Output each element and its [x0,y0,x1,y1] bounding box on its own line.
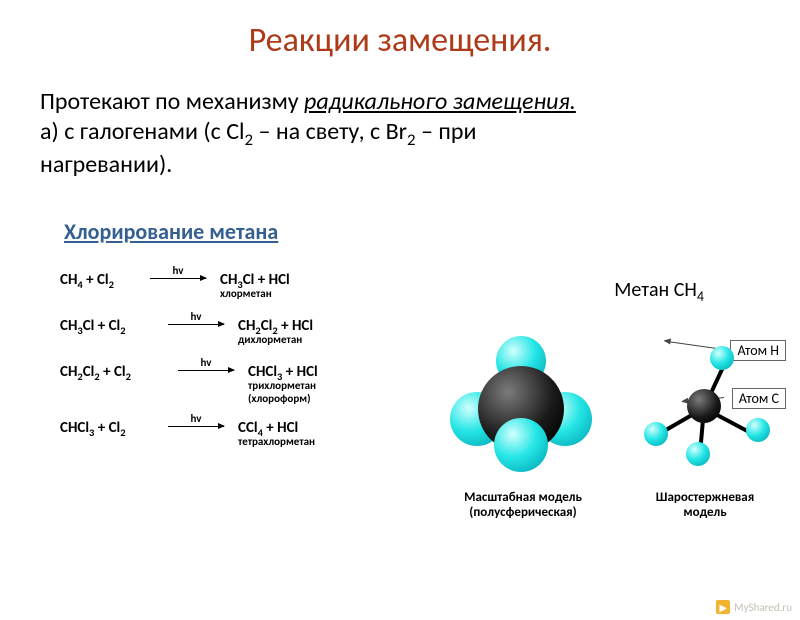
reaction-lhs: CH2Cl2 + Cl2 [60,363,131,383]
intro-paragraph: Протекают по механизму радикального заме… [0,87,800,180]
intro-text-2c: – при [416,117,477,146]
methane-text: Метан CH [614,278,697,302]
reaction-lhs: CHCl3 + Cl2 [60,419,126,439]
methane-sub: 4 [697,288,704,305]
h-atom-sphere [494,418,548,472]
reaction-lhs: CH4 + Cl2 [60,271,114,291]
product-label: трихлорметан (хлороформ) [248,379,316,405]
reaction-arrow: hv [168,311,224,325]
caption-line: Масштабная модель [448,490,598,505]
arrow-line [178,370,234,371]
scale-model [454,344,604,484]
h-atom-ball [644,422,668,446]
intro-text-3: нагревании). [40,150,172,179]
ball-stick-model [634,336,784,484]
caption-line: (полусферическая) [448,505,598,520]
caption-line: модель [630,505,780,520]
watermark: ▶ MyShared.ru [716,600,792,614]
hv-label: hv [168,413,224,424]
arrow-line [168,426,224,427]
intro-text-1: Протекают по механизму [40,87,304,116]
hv-label: hv [178,357,234,368]
reaction-arrow: hv [150,265,206,279]
caption-line: Шаростержневая [630,490,780,505]
ballstick-caption: Шаростержневая модель [630,490,780,520]
intro-text-2b: – на свету, с Br [253,117,407,146]
sub-2: 2 [245,129,254,150]
reaction-arrow: hv [168,413,224,427]
scale-model-caption: Масштабная модель (полусферическая) [448,490,598,520]
c-atom-ball [687,389,721,423]
watermark-icon: ▶ [716,600,730,614]
methane-formula-label: Метан CH4 [614,278,704,305]
hv-label: hv [168,311,224,322]
hv-label: hv [150,265,206,276]
h-atom-ball [746,418,770,442]
product-label: дихлорметан [238,333,302,346]
intro-underlined: радикального замещения. [304,87,576,116]
h-atom-ball [710,346,734,370]
h-atom-ball [686,442,710,466]
reaction-lhs: CH3Cl + Cl2 [60,317,126,337]
reaction-arrow: hv [178,357,234,371]
arrow-line [168,324,224,325]
chlorination-title: Хлорирование метана [64,218,800,245]
page-title: Реакции замещения. [0,20,800,61]
watermark-text: MyShared.ru [734,601,792,614]
arrow-line [150,278,206,279]
sub-2b: 2 [407,129,416,150]
product-label: тетрахлорметан [238,435,315,448]
product-label: хлорметан [220,287,272,300]
intro-text-2a: а) с галогенами (с Cl [40,117,245,146]
